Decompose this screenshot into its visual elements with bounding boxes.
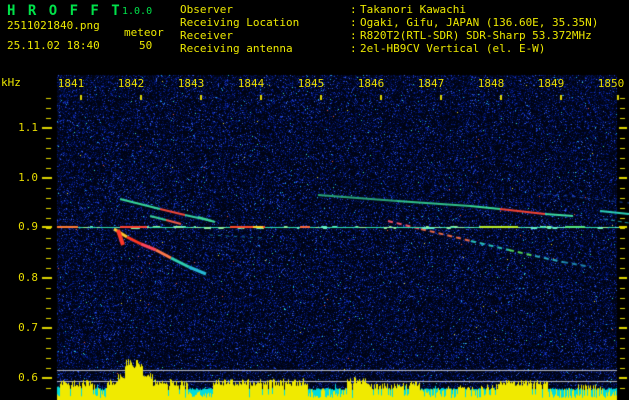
info-row-receiving-location: Receiving Location: Ogaki, Gifu, JAPAN (1… (180, 16, 599, 29)
freq-tick-label: 0.6 (18, 371, 38, 384)
time-tick-label: 1841 (57, 77, 85, 90)
freq-tick-label: 0.7 (18, 321, 38, 334)
time-tick-label: 1845 (297, 77, 325, 90)
mode-label: meteor (124, 26, 164, 39)
freq-tick-label: 0.8 (18, 271, 38, 284)
app-title: H R O F F T (7, 3, 122, 19)
freq-unit-label: kHz (1, 76, 21, 89)
time-tick-label: 1843 (177, 77, 205, 90)
app-version: 1.0.0 (122, 6, 153, 17)
freq-tick-label: 1.0 (18, 171, 38, 184)
time-tick-label: 1844 (237, 77, 265, 90)
freq-tick-label: 0.9 (18, 220, 38, 233)
info-row-observer: Observer: Takanori Kawachi (180, 3, 466, 16)
echo-count: 50 (139, 39, 153, 52)
time-tick-label: 1850 (597, 77, 625, 90)
freq-tick-label: 1.1 (18, 121, 38, 134)
info-row-receiver: Receiver: R820T2(RTL-SDR) SDR-Sharp 53.37… (180, 29, 592, 42)
datetime-label: 25.11.02 18:40 (7, 39, 100, 52)
info-row-receiving-antenna: Receiving antenna:2el-HB9CV Vertical (el… (180, 42, 546, 55)
time-tick-label: 1849 (537, 77, 565, 90)
output-filename: 2511021840.png (7, 19, 100, 32)
time-tick-label: 1846 (357, 77, 385, 90)
time-tick-label: 1847 (417, 77, 445, 90)
time-tick-label: 1848 (477, 77, 505, 90)
time-tick-label: 1842 (117, 77, 145, 90)
station-info: Observer: Takanori Kawachi Receiving Loca… (180, 3, 598, 55)
